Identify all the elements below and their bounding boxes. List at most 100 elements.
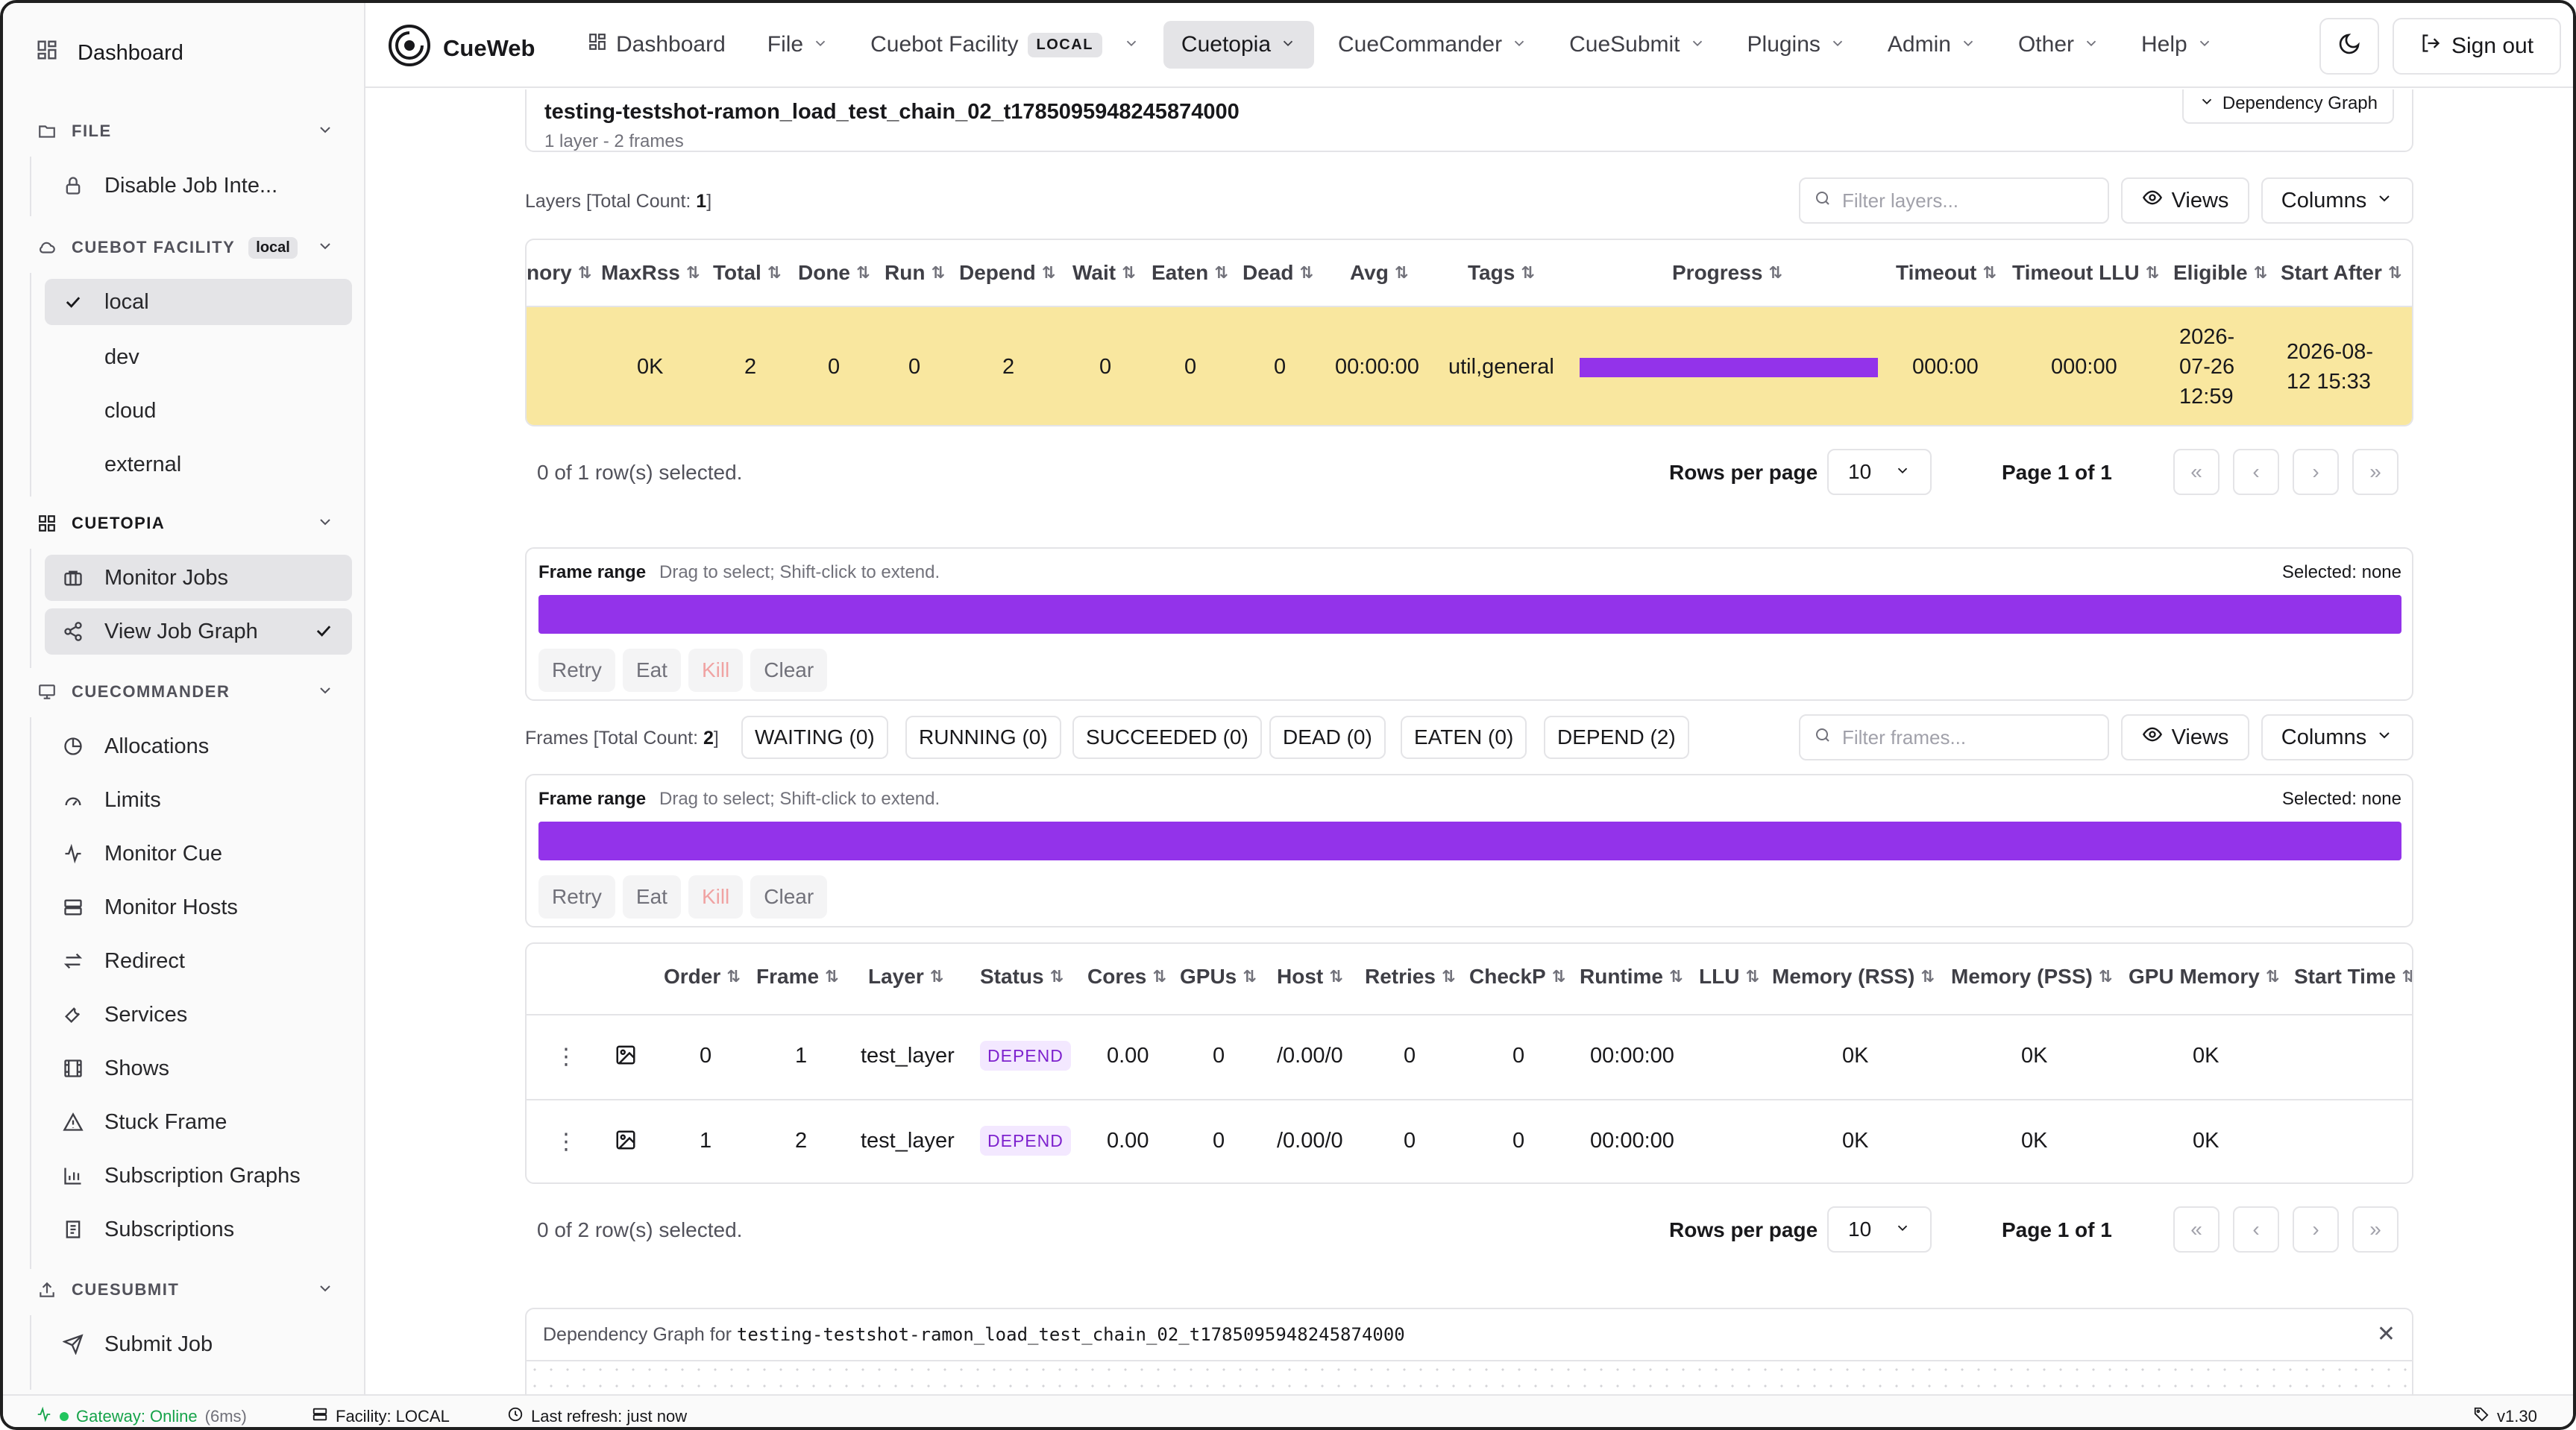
col-header-timeout-llu[interactable]: Timeout LLU ⇅ bbox=[2012, 261, 2160, 284]
col-header-dead[interactable]: Dead ⇅ bbox=[1243, 261, 1313, 284]
col-header-tags[interactable]: Tags ⇅ bbox=[1468, 261, 1535, 284]
col-header-runtime[interactable]: Runtime ⇅ bbox=[1580, 965, 1683, 988]
col-header-start-after[interactable]: Start After ⇅ bbox=[2281, 261, 2402, 284]
col-header-eligible[interactable]: Eligible ⇅ bbox=[2173, 261, 2268, 284]
col-header-depend[interactable]: Depend ⇅ bbox=[959, 261, 1056, 284]
col-header-timeout[interactable]: Timeout ⇅ bbox=[1896, 261, 1997, 284]
col-header-progress[interactable]: Progress ⇅ bbox=[1672, 261, 1782, 284]
sidebar-item-services[interactable]: Services bbox=[45, 992, 352, 1038]
frames-filter-input[interactable]: Filter frames... bbox=[1799, 714, 2109, 760]
col-header-frame[interactable]: Frame ⇅ bbox=[756, 965, 839, 988]
sidebar-item-allocations[interactable]: Allocations bbox=[45, 723, 352, 769]
last-page-button[interactable]: » bbox=[2352, 449, 2398, 495]
sidebar-item-submit-job[interactable]: Submit Job bbox=[45, 1321, 352, 1367]
sidebar-item-disable-job[interactable]: Disable Job Inte... bbox=[45, 163, 352, 209]
sidebar-item-dev[interactable]: dev bbox=[45, 334, 352, 380]
sidebar-section-cuetopia[interactable]: CUETOPIA bbox=[36, 508, 334, 538]
sidebar-item-monitor-hosts[interactable]: Monitor Hosts bbox=[45, 884, 352, 930]
sidebar-item-cloud[interactable]: cloud bbox=[45, 388, 352, 434]
nav-admin[interactable]: Admin bbox=[1870, 21, 1994, 69]
retry-button[interactable]: Retry bbox=[538, 875, 615, 919]
image-icon[interactable] bbox=[615, 1129, 637, 1156]
nav-plugins[interactable]: Plugins bbox=[1730, 21, 1864, 69]
col-header-llu[interactable]: LLU ⇅ bbox=[1699, 965, 1759, 988]
sidebar-item-limits[interactable]: Limits bbox=[45, 777, 352, 823]
col-header-gpu-memory[interactable]: GPU Memory ⇅ bbox=[2129, 965, 2280, 988]
first-page-button[interactable]: « bbox=[2173, 1206, 2220, 1253]
first-page-button[interactable]: « bbox=[2173, 449, 2220, 495]
table-row[interactable]: ⋮ 1 2 test_layer DEPEND 0.00 0 /0.00/0 0… bbox=[527, 1100, 2412, 1182]
sidebar-item-monitor-cue[interactable]: Monitor Cue bbox=[45, 831, 352, 877]
col-header-layer[interactable]: Layer ⇅ bbox=[868, 965, 944, 988]
col-header-order[interactable]: Order ⇅ bbox=[664, 965, 741, 988]
layers-filter-input[interactable]: Filter layers... bbox=[1799, 177, 2109, 224]
frames-rows-per-page-select[interactable]: 10 bbox=[1827, 1206, 1932, 1253]
sidebar-section-cuesubmit[interactable]: CUESUBMIT bbox=[36, 1275, 334, 1305]
chip-eaten[interactable]: EATEN (0) bbox=[1401, 716, 1527, 759]
more-vertical-icon[interactable]: ⋮ bbox=[555, 1130, 577, 1154]
layers-views-button[interactable]: Views bbox=[2121, 177, 2249, 224]
col-header-host[interactable]: Host ⇅ bbox=[1277, 965, 1343, 988]
close-icon[interactable]: ✕ bbox=[2376, 1322, 2396, 1346]
chip-running[interactable]: RUNNING (0) bbox=[905, 716, 1061, 759]
sidebar-item-external[interactable]: external bbox=[45, 441, 352, 488]
nav-help[interactable]: Help bbox=[2123, 21, 2231, 69]
theme-toggle-button[interactable] bbox=[2319, 18, 2379, 75]
nav-cuesubmit[interactable]: CueSubmit bbox=[1551, 21, 1723, 69]
sidebar-item-redirect[interactable]: Redirect bbox=[45, 938, 352, 984]
col-header-start-time[interactable]: Start Time⇅ bbox=[2294, 965, 2412, 989]
col-header-status[interactable]: Status ⇅ bbox=[980, 965, 1064, 988]
kill-button[interactable]: Kill bbox=[688, 875, 744, 919]
image-icon[interactable] bbox=[615, 1044, 637, 1071]
col-header-total[interactable]: Total ⇅ bbox=[713, 261, 782, 284]
sign-out-button[interactable]: Sign out bbox=[2393, 18, 2561, 75]
nav-dashboard[interactable]: Dashboard bbox=[570, 21, 744, 69]
chip-waiting[interactable]: WAITING (0) bbox=[741, 716, 888, 759]
sidebar-item-subscriptions[interactable]: Subscriptions bbox=[45, 1206, 352, 1253]
col-header-maxrss[interactable]: MaxRss ⇅ bbox=[601, 261, 700, 284]
chip-depend[interactable]: DEPEND (2) bbox=[1544, 716, 1689, 759]
next-page-button[interactable]: › bbox=[2293, 449, 2339, 495]
nav-cuebot-facility[interactable]: Cuebot Facility LOCAL bbox=[852, 21, 1157, 69]
col-header-memory-rss[interactable]: Memory (RSS) ⇅ bbox=[1772, 965, 1935, 988]
clear-button[interactable]: Clear bbox=[750, 875, 828, 919]
nav-file[interactable]: File bbox=[750, 21, 846, 69]
sidebar-item-view-job-graph[interactable]: View Job Graph bbox=[45, 608, 352, 655]
dependency-graph-button[interactable]: Dependency Graph bbox=[2181, 89, 2394, 124]
dependency-graph-canvas[interactable] bbox=[527, 1360, 2412, 1394]
sidebar-dashboard[interactable]: Dashboard bbox=[36, 39, 183, 67]
nav-cuetopia[interactable]: Cuetopia bbox=[1163, 21, 1315, 69]
table-row[interactable]: ⋮ 0 1 test_layer DEPEND 0.00 0 /0.00/0 0… bbox=[527, 1015, 2412, 1099]
frames-views-button[interactable]: Views bbox=[2121, 714, 2249, 760]
col-header-wait[interactable]: Wait ⇅ bbox=[1072, 261, 1136, 284]
frame-range-slider[interactable] bbox=[538, 822, 2401, 860]
sidebar-section-cuecommander[interactable]: CUECOMMANDER bbox=[36, 677, 334, 707]
sidebar-item-shows[interactable]: Shows bbox=[45, 1045, 352, 1092]
prev-page-button[interactable]: ‹ bbox=[2233, 1206, 2279, 1253]
sidebar-item-monitor-jobs[interactable]: Monitor Jobs bbox=[45, 555, 352, 601]
layers-rows-per-page-select[interactable]: 10 bbox=[1827, 449, 1932, 495]
eat-button[interactable]: Eat bbox=[622, 649, 681, 692]
retry-button[interactable]: Retry bbox=[538, 649, 615, 692]
nav-other[interactable]: Other bbox=[2000, 21, 2117, 69]
eat-button[interactable]: Eat bbox=[622, 875, 681, 919]
sidebar-section-cuebot[interactable]: CUEBOT FACILITY local bbox=[36, 233, 334, 262]
more-vertical-icon[interactable]: ⋮ bbox=[555, 1045, 577, 1069]
col-header-avg[interactable]: Avg ⇅ bbox=[1350, 261, 1409, 284]
col-header-checkp[interactable]: CheckP ⇅ bbox=[1469, 965, 1566, 988]
chip-succeeded[interactable]: SUCCEEDED (0) bbox=[1072, 716, 1262, 759]
sidebar-item-local[interactable]: local bbox=[45, 279, 352, 325]
chip-dead[interactable]: DEAD (0) bbox=[1269, 716, 1386, 759]
col-header-done[interactable]: Done ⇅ bbox=[798, 261, 870, 284]
col-header-retries[interactable]: Retries ⇅ bbox=[1365, 965, 1456, 988]
col-header-memory-pss[interactable]: Memory (PSS) ⇅ bbox=[1951, 965, 2113, 988]
sidebar-item-stuck-frame[interactable]: Stuck Frame bbox=[45, 1099, 352, 1145]
kill-button[interactable]: Kill bbox=[688, 649, 744, 692]
sidebar-item-subscription-graphs[interactable]: Subscription Graphs bbox=[45, 1153, 352, 1199]
sidebar-section-file[interactable]: FILE bbox=[36, 116, 334, 146]
col-header-run[interactable]: Run ⇅ bbox=[885, 261, 945, 284]
frames-columns-button[interactable]: Columns bbox=[2261, 714, 2413, 760]
last-page-button[interactable]: » bbox=[2352, 1206, 2398, 1253]
nav-cuecommander[interactable]: CueCommander bbox=[1320, 21, 1545, 69]
frame-range-slider[interactable] bbox=[538, 595, 2401, 634]
